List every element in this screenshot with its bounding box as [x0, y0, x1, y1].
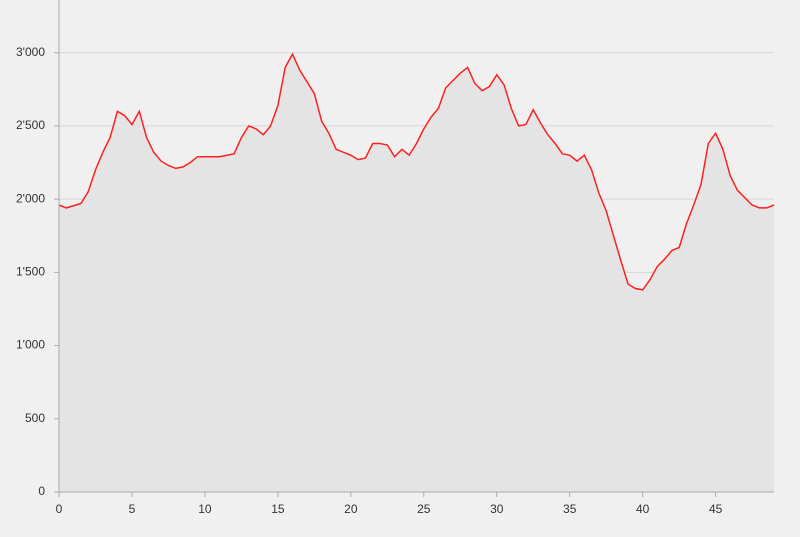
x-tick-label: 30 [490, 502, 504, 516]
area-fill [59, 54, 774, 492]
y-tick-label: 2'000 [16, 191, 45, 205]
y-tick-label: 2'500 [16, 118, 45, 132]
y-tick-label: 1'000 [16, 338, 45, 352]
x-tick-label: 10 [198, 502, 212, 516]
x-tick-label: 45 [709, 502, 723, 516]
x-tick-label: 40 [636, 502, 650, 516]
x-tick-label: 15 [271, 502, 285, 516]
y-tick-label: 1'500 [16, 265, 45, 279]
x-tick-label: 25 [417, 502, 431, 516]
x-tick-label: 20 [344, 502, 358, 516]
y-tick-label: 3'000 [16, 45, 45, 59]
x-tick-label: 35 [563, 502, 577, 516]
area-line [58, 52, 775, 291]
x-tick-label: 5 [129, 502, 136, 516]
y-tick-label: 0 [38, 484, 45, 498]
x-tick-label: 0 [56, 502, 63, 516]
y-tick-label: 500 [25, 411, 45, 425]
